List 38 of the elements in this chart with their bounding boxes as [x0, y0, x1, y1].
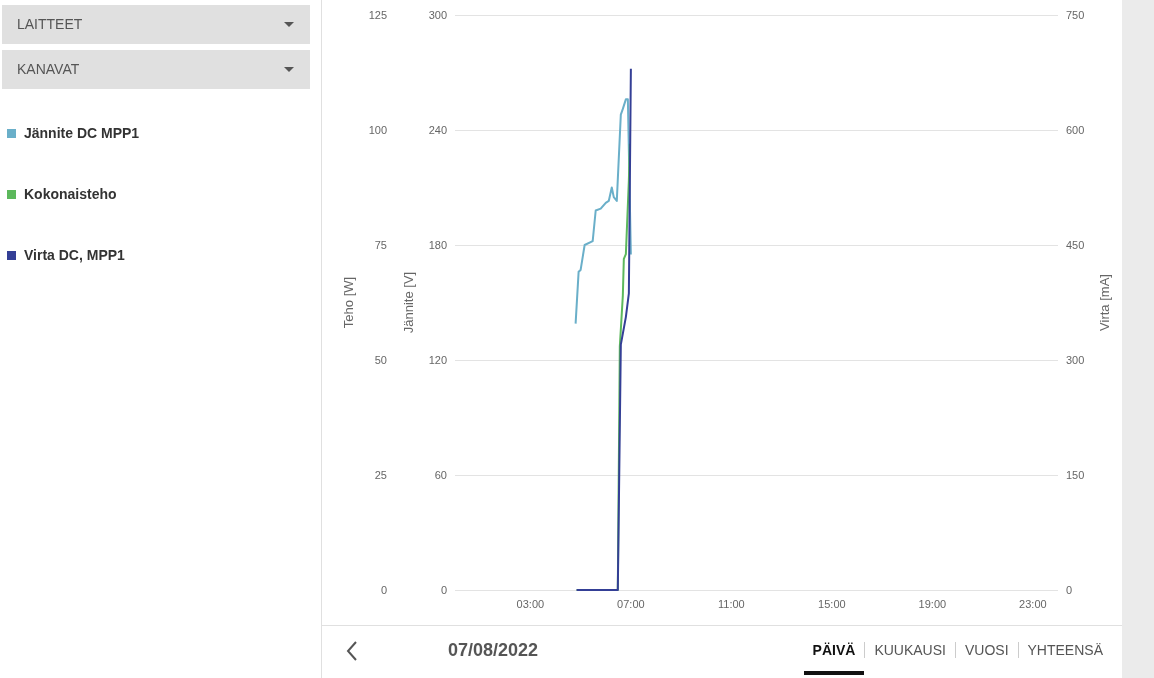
text: KUUKAUSI [864, 642, 955, 658]
x-tick-label: 23:00 [1019, 597, 1047, 610]
y-tick-label: 60 [434, 469, 447, 481]
y-tick-label: 240 [428, 124, 447, 136]
text: LAITTEET [17, 16, 83, 32]
y3-tick-label: 75 [374, 239, 387, 251]
text: 07/08/2022 [448, 640, 539, 661]
x-tick-label: 03:00 [516, 597, 545, 610]
y2-tick-label: 300 [1066, 354, 1085, 366]
x-tick-label: 07:00 [617, 597, 645, 610]
y2-axis-title: Virta [mA] [1097, 274, 1112, 331]
y2-tick-label: 450 [1066, 239, 1085, 251]
text: KANAVAT [17, 61, 80, 77]
y-tick-label: 300 [428, 9, 447, 21]
line-series [575, 67, 632, 591]
legend-label: Jännite DC MPP1 [24, 125, 140, 141]
y-axis-title: Jännite [V] [401, 271, 416, 334]
x-tick-label: 11:00 [718, 597, 745, 610]
text: YHTEENSÄ [1017, 642, 1112, 658]
y-tick-label: 120 [428, 354, 447, 366]
y2-tick-label: 600 [1066, 124, 1085, 136]
y2-tick-label: 750 [1066, 9, 1085, 21]
legend-label: Kokonaisteho [24, 186, 117, 202]
y-tick-label: 0 [440, 584, 447, 596]
text: PÄIVÄ [811, 642, 857, 658]
y3-tick-label: 100 [368, 124, 387, 136]
y3-tick-label: 0 [380, 584, 387, 596]
y3-tick-label: 125 [368, 9, 387, 21]
y3-tick-label: 50 [374, 354, 387, 366]
y3-tick-label: 25 [374, 469, 387, 481]
text: VUOSI [954, 642, 1018, 658]
x-tick-label: 15:00 [818, 597, 846, 610]
y2-tick-label: 150 [1066, 469, 1085, 481]
y-tick-label: 180 [428, 239, 447, 251]
legend-label: Virta DC, MPP1 [24, 247, 125, 263]
y3-axis-title: Teho [W] [341, 276, 356, 329]
x-tick-label: 19:00 [918, 597, 947, 610]
y2-tick-label: 0 [1066, 584, 1073, 596]
